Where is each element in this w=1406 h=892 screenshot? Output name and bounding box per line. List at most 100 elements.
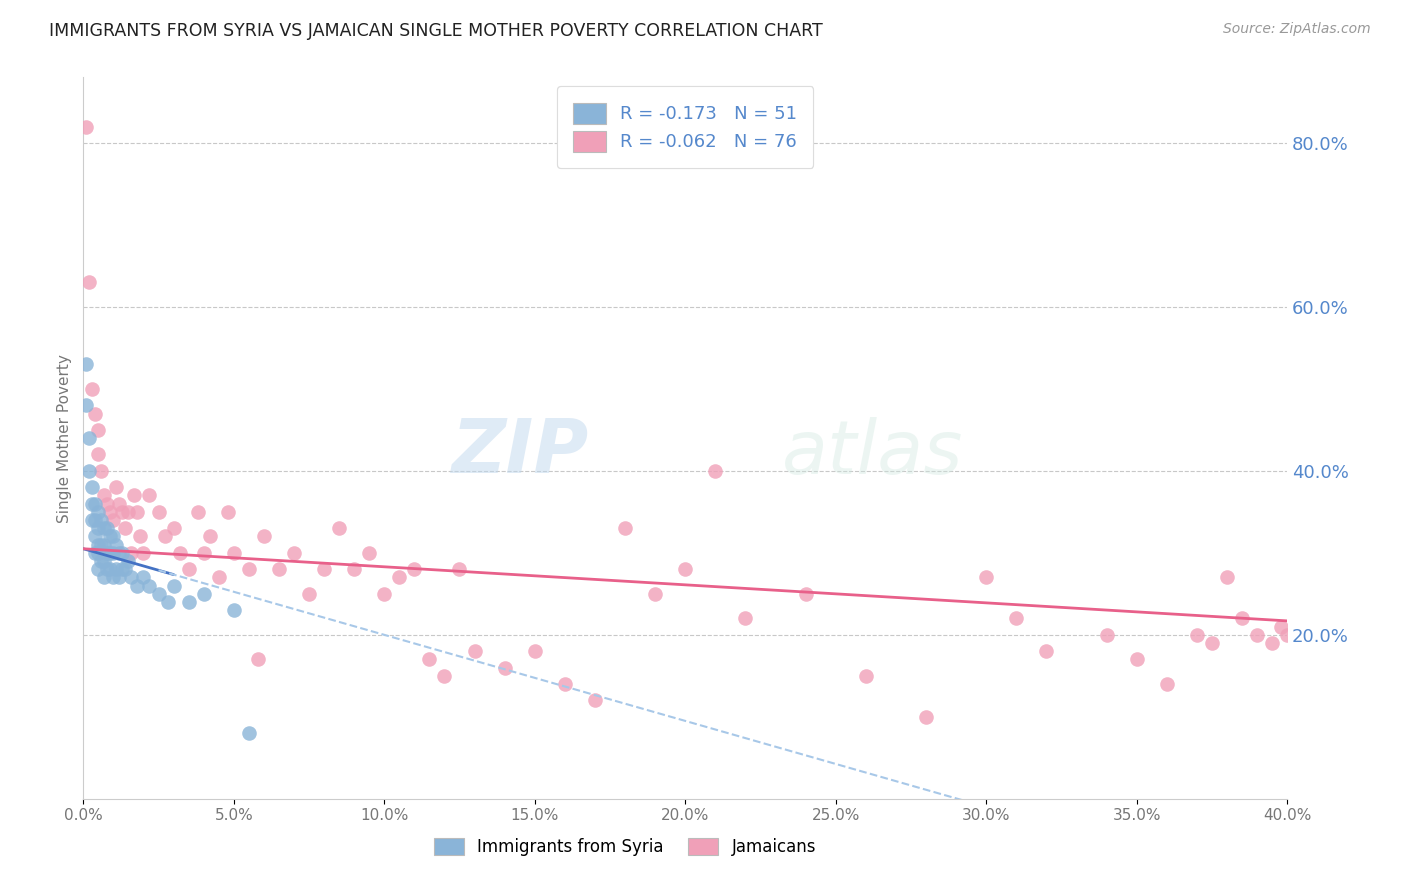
Point — [96, 546, 118, 560]
Point — [93, 521, 115, 535]
Point — [1185, 628, 1208, 642]
Point — [124, 488, 146, 502]
Point — [96, 521, 118, 535]
Point — [1270, 619, 1292, 633]
Point — [298, 587, 321, 601]
Point — [222, 546, 245, 560]
Point — [105, 562, 128, 576]
Point — [433, 669, 456, 683]
Point — [132, 570, 155, 584]
Point — [87, 546, 110, 560]
Point — [267, 562, 290, 576]
Point — [100, 546, 122, 560]
Point — [96, 497, 118, 511]
Point — [90, 554, 112, 568]
Point — [84, 497, 107, 511]
Point — [162, 579, 184, 593]
Point — [193, 546, 215, 560]
Point — [90, 464, 112, 478]
Point — [87, 562, 110, 576]
Point — [915, 710, 938, 724]
Point — [359, 546, 381, 560]
Text: IMMIGRANTS FROM SYRIA VS JAMAICAN SINGLE MOTHER POVERTY CORRELATION CHART: IMMIGRANTS FROM SYRIA VS JAMAICAN SINGLE… — [49, 22, 823, 40]
Point — [343, 562, 366, 576]
Point — [148, 587, 170, 601]
Point — [153, 529, 176, 543]
Point — [90, 513, 112, 527]
Point — [388, 570, 411, 584]
Point — [463, 644, 485, 658]
Point — [103, 529, 125, 543]
Point — [108, 546, 131, 560]
Point — [87, 505, 110, 519]
Point — [238, 726, 260, 740]
Point — [1216, 570, 1239, 584]
Point — [117, 554, 139, 568]
Point — [148, 505, 170, 519]
Point — [105, 538, 128, 552]
Text: atlas: atlas — [782, 417, 963, 489]
Point — [193, 587, 215, 601]
Point — [93, 538, 115, 552]
Point — [84, 546, 107, 560]
Point — [328, 521, 350, 535]
Point — [418, 652, 440, 666]
Point — [108, 570, 131, 584]
Point — [1275, 628, 1298, 642]
Point — [253, 529, 276, 543]
Point — [1230, 611, 1253, 625]
Text: Source: ZipAtlas.com: Source: ZipAtlas.com — [1223, 22, 1371, 37]
Point — [75, 120, 97, 134]
Point — [132, 546, 155, 560]
Point — [614, 521, 637, 535]
Point — [90, 538, 112, 552]
Point — [103, 570, 125, 584]
Point — [79, 431, 101, 445]
Point — [1125, 652, 1147, 666]
Point — [208, 570, 231, 584]
Point — [93, 554, 115, 568]
Point — [177, 595, 200, 609]
Point — [82, 513, 104, 527]
Point — [84, 407, 107, 421]
Point — [82, 497, 104, 511]
Point — [974, 570, 997, 584]
Point — [283, 546, 305, 560]
Point — [673, 562, 696, 576]
Point — [1035, 644, 1057, 658]
Point — [217, 505, 239, 519]
Point — [114, 521, 136, 535]
Point — [523, 644, 546, 658]
Point — [129, 529, 152, 543]
Point — [84, 529, 107, 543]
Point — [855, 669, 877, 683]
Point — [222, 603, 245, 617]
Point — [79, 276, 101, 290]
Point — [312, 562, 335, 576]
Text: ZIP: ZIP — [451, 416, 589, 489]
Point — [84, 513, 107, 527]
Point — [1156, 677, 1178, 691]
Point — [246, 652, 269, 666]
Point — [704, 464, 727, 478]
Point — [100, 505, 122, 519]
Point — [373, 587, 395, 601]
Point — [75, 398, 97, 412]
Point — [103, 513, 125, 527]
Point — [404, 562, 426, 576]
Point — [162, 521, 184, 535]
Point — [82, 480, 104, 494]
Point — [644, 587, 666, 601]
Point — [127, 505, 149, 519]
Point — [93, 570, 115, 584]
Point — [87, 521, 110, 535]
Point — [105, 480, 128, 494]
Point — [120, 570, 142, 584]
Point — [1261, 636, 1284, 650]
Point — [108, 497, 131, 511]
Y-axis label: Single Mother Poverty: Single Mother Poverty — [58, 353, 72, 523]
Point — [114, 562, 136, 576]
Point — [169, 546, 191, 560]
Point — [1095, 628, 1118, 642]
Point — [111, 505, 134, 519]
